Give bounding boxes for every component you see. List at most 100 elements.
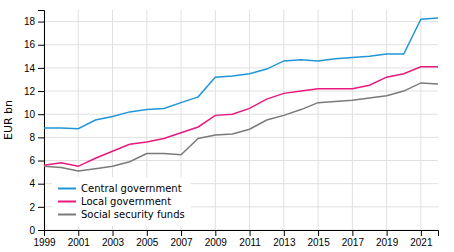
x-tick: 1999	[33, 230, 56, 248]
y-tick-label: 2	[29, 202, 35, 213]
x-tick: 2019	[376, 230, 399, 248]
y-tick-mark	[38, 114, 44, 115]
legend-item: Local government	[58, 196, 171, 207]
x-tick: 2013	[273, 230, 296, 248]
y-axis: 0 2 4 6 8 10 12 14 16 18	[24, 11, 45, 236]
x-tick: 2005	[136, 230, 159, 248]
plot-area	[44, 18, 438, 171]
x-tick-mark	[352, 230, 353, 236]
y-tick: 10	[24, 109, 44, 120]
x-tick-mark	[78, 230, 79, 236]
x-axis-line	[45, 231, 439, 237]
legend-label: Local government	[81, 196, 171, 207]
series-line	[44, 67, 438, 167]
legend-swatch	[58, 214, 76, 216]
y-tick-mark	[38, 137, 44, 138]
y-axis-title: EUR bn	[2, 100, 15, 140]
x-tick-label: 1999	[33, 237, 56, 248]
x-tick-label: 2013	[273, 237, 296, 248]
legend-item: Central government	[58, 183, 182, 194]
x-tick-label: 2019	[376, 237, 399, 248]
legend-label: Social security funds	[81, 209, 185, 220]
x-tick-label: 2011	[239, 237, 261, 248]
series-line	[44, 83, 438, 171]
y-axis-line	[38, 11, 45, 231]
x-tick: 2007	[170, 230, 193, 248]
x-tick: 2003	[102, 230, 125, 248]
y-tick-mark	[38, 184, 44, 185]
legend-label: Central government	[81, 183, 182, 194]
grid-line-y	[44, 91, 438, 92]
x-tick: 2021	[410, 230, 433, 248]
y-tick-mark	[38, 230, 44, 231]
x-tick-mark	[215, 230, 216, 236]
x-tick-label: 2007	[170, 237, 193, 248]
grid-line-y	[44, 44, 438, 45]
grid-line-x	[386, 10, 387, 230]
x-tick-mark	[181, 230, 182, 236]
x-tick: 2001	[68, 230, 91, 248]
legend: Central government Local government Social…	[52, 177, 191, 226]
x-tick-mark	[387, 230, 388, 236]
y-tick-label: 16	[24, 39, 36, 50]
grid-line-y	[44, 160, 438, 161]
grid-line-y	[44, 21, 438, 22]
grid-line-y	[44, 114, 438, 115]
grid	[44, 10, 438, 230]
x-tick: 2011	[239, 230, 261, 248]
x-tick-label: 2003	[102, 237, 125, 248]
y-tick: 0	[29, 225, 44, 236]
grid-line-x	[215, 10, 216, 230]
y-tick: 4	[29, 178, 44, 189]
y-tick: 18	[24, 16, 44, 27]
y-tick: 6	[29, 155, 44, 166]
y-tick-label: 12	[24, 86, 36, 97]
y-tick-label: 18	[24, 16, 36, 27]
x-tick-label: 2001	[68, 237, 91, 248]
grid-line-x	[249, 10, 250, 230]
x-tick: 2009	[205, 230, 228, 248]
x-axis: 1999 2001 2003 2005 2007 2009 2011 2013 2015 2017…	[33, 230, 438, 248]
x-tick-mark	[421, 230, 422, 236]
x-tick-label: 2017	[342, 237, 365, 248]
x-tick-mark	[284, 230, 285, 236]
y-tick: 14	[24, 63, 44, 74]
grid-line-x	[283, 10, 284, 230]
y-tick-mark	[38, 161, 44, 162]
x-tick: 2015	[307, 230, 330, 248]
x-tick-label: 2009	[205, 237, 228, 248]
x-tick-mark	[250, 230, 251, 236]
grid-line-y	[44, 137, 438, 138]
y-tick: 2	[29, 202, 44, 213]
x-tick-mark	[318, 230, 319, 236]
y-tick: 8	[29, 132, 44, 143]
chart: 1999 2001 2003 2005 2007 2009 2011 2013 2015 2017…	[0, 0, 454, 252]
y-tick-label: 4	[29, 178, 35, 189]
y-tick-label: 10	[24, 109, 36, 120]
y-tick-label: 14	[24, 63, 36, 74]
x-tick-mark	[113, 230, 114, 236]
y-tick-mark	[38, 91, 44, 92]
y-tick: 16	[24, 39, 44, 50]
legend-swatch	[58, 188, 76, 190]
legend-items: Central government Local government Social…	[58, 183, 185, 220]
y-tick-mark	[38, 22, 44, 23]
y-tick-label: 0	[29, 225, 35, 236]
grid-line-x	[420, 10, 421, 230]
x-tick-label: 2015	[307, 237, 330, 248]
grid-line-x	[352, 10, 353, 230]
y-tick: 12	[24, 86, 44, 97]
x-tick-label: 2005	[136, 237, 159, 248]
x-tick-mark	[147, 230, 148, 236]
grid-line-y	[44, 67, 438, 68]
y-tick-mark	[38, 207, 44, 208]
grid-line-x	[318, 10, 319, 230]
legend-background	[52, 177, 191, 226]
y-tick-label: 6	[29, 155, 35, 166]
y-tick-label: 8	[29, 132, 35, 143]
x-tick-label: 2021	[410, 237, 433, 248]
legend-item: Social security funds	[58, 209, 185, 220]
legend-swatch	[58, 201, 76, 203]
x-tick: 2017	[342, 230, 365, 248]
y-tick-mark	[38, 68, 44, 69]
